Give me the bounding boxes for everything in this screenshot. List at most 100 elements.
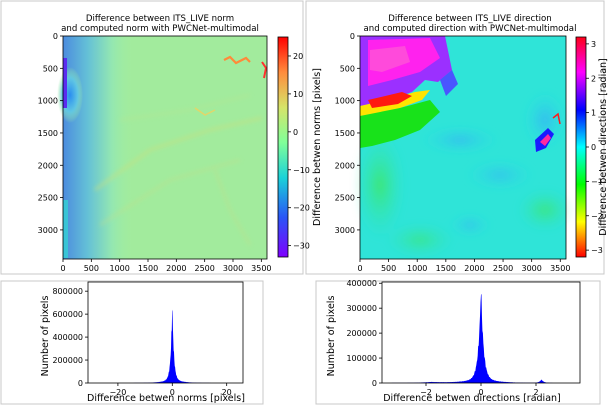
norm-map-yellow-streak	[194, 107, 216, 116]
direction-map-image	[355, 36, 573, 259]
norm-colorbar-ticks: 20 10 0 −10 −20 −30	[288, 52, 310, 251]
y-tick-label: 400000	[346, 279, 377, 288]
y-tick-label: 1000	[38, 97, 58, 106]
y-tick-label: 2500	[335, 194, 355, 203]
direction-map-regions	[355, 90, 573, 258]
colorbar-tick-label: −1	[591, 177, 603, 186]
y-tick-label: 3000	[335, 226, 355, 235]
x-tick-label: 2500	[194, 264, 214, 273]
colorbar-tick-label: −2	[591, 212, 603, 221]
norm-map-image	[57, 36, 268, 259]
direction-map-blue-patch	[440, 70, 458, 96]
norm-colorbar-label: Difference betwen norms [pixels]	[312, 68, 323, 226]
direction-map-frame	[305, 0, 605, 275]
norm-map-title-line1: Difference between ITS_LIVE norm	[86, 14, 234, 24]
norm-histogram-axes	[87, 281, 244, 384]
direction-map-x-ticks: 0 500 1000 1500 2000 2500 3000 3500	[357, 259, 570, 273]
norm-histogram-x-ticks: −20 0 20	[109, 383, 232, 397]
y-tick-label: 200000	[346, 329, 377, 338]
direction-histogram-x-ticks: −2 0 2	[420, 383, 539, 397]
y-tick-label: 0	[350, 32, 355, 41]
norm-map-purple-edge	[63, 58, 67, 108]
direction-histogram: 0 100000 200000 300000 400000 −2 0 2 Differenc…	[326, 279, 581, 404]
direction-map-axes-box	[359, 35, 567, 260]
direction-map-red-band	[368, 92, 412, 108]
y-tick-label: 800000	[52, 287, 83, 296]
norm-map-red-streak	[261, 61, 268, 79]
norm-map-orange-streak	[223, 55, 251, 65]
colorbar-tick-label: −30	[293, 242, 310, 251]
x-tick-label: 20	[222, 388, 232, 397]
y-tick-label: 0	[78, 379, 83, 388]
colorbar-tick-label: −3	[591, 246, 603, 255]
y-tick-label: 600000	[52, 310, 83, 319]
direction-colorbar	[576, 37, 586, 257]
colorbar-tick-label: −20	[293, 204, 310, 213]
colorbar-tick-label: −10	[293, 166, 310, 175]
direction-difference-heatmap: Difference between ITS_LIVE direction an…	[335, 14, 609, 273]
x-tick-label: 0	[478, 388, 483, 397]
x-tick-label: 0	[170, 388, 175, 397]
norm-histogram-ylabel: Number of pixels	[40, 296, 51, 377]
direction-map-y-ticks: 0 500 1000 1500 2000 2500 3000	[335, 32, 360, 235]
direction-map-pink-spot	[540, 134, 551, 146]
colorbar-tick-label: 2	[591, 74, 596, 83]
norm-map-texture	[94, 94, 263, 246]
y-tick-label: 2500	[38, 194, 58, 203]
norm-map-y-ticks: 0 500 1000 1500 2000 2500 3000	[38, 32, 63, 235]
norm-colorbar-outline	[277, 36, 289, 258]
direction-histogram-bars	[382, 294, 580, 383]
direction-histogram-xlabel: Difference betwen directions [radian]	[383, 393, 561, 404]
x-tick-label: 2000	[464, 264, 484, 273]
direction-map-pink-core	[370, 46, 410, 72]
x-tick-label: 1500	[436, 264, 456, 273]
x-tick-label: 2500	[493, 264, 513, 273]
x-tick-label: 1500	[138, 264, 158, 273]
y-tick-label: 500	[340, 64, 355, 73]
direction-hist-frame	[315, 280, 601, 405]
y-tick-label: 400000	[52, 333, 83, 342]
x-tick-label: 1000	[407, 264, 427, 273]
x-tick-label: −2	[420, 388, 432, 397]
x-tick-label: −20	[109, 388, 126, 397]
direction-map-green-region	[360, 100, 440, 148]
norm-map-cyan-edge	[63, 200, 68, 258]
x-tick-label: 1000	[109, 264, 129, 273]
y-tick-label: 1500	[335, 129, 355, 138]
norm-colorbar	[278, 37, 288, 257]
direction-colorbar-ticks: 3 2 1 0 −1 −2 −3	[586, 40, 603, 255]
y-tick-label: 100000	[346, 354, 377, 363]
direction-map-title-line1: Difference between ITS_LIVE direction	[388, 14, 552, 24]
norm-histogram-bars	[88, 309, 243, 383]
colorbar-tick-label: 1	[591, 109, 596, 118]
x-tick-label: 0	[357, 264, 362, 273]
norm-map-x-ticks: 0 500 1000 1500 2000 2500 3000 3500	[60, 259, 272, 273]
colorbar-tick-label: 3	[591, 40, 596, 49]
y-tick-label: 2000	[335, 161, 355, 170]
colorbar-tick-label: 0	[293, 128, 298, 137]
colorbar-tick-label: 20	[293, 52, 303, 61]
y-tick-label: 0	[53, 32, 58, 41]
direction-map-red-spot	[552, 112, 561, 125]
norm-histogram-y-ticks: 0 200000 400000 600000 800000	[52, 287, 88, 388]
y-tick-label: 1000	[335, 97, 355, 106]
norm-histogram-xlabel: Difference betwen norms [pixels]	[87, 393, 245, 404]
x-tick-label: 500	[84, 264, 99, 273]
x-tick-label: 2000	[166, 264, 186, 273]
direction-colorbar-label: Difference betwen directions [radian]	[598, 58, 609, 236]
x-tick-label: 3500	[251, 264, 271, 273]
colorbar-tick-label: 10	[293, 90, 303, 99]
x-tick-label: 0	[60, 264, 65, 273]
norm-map-blue-blob	[57, 67, 83, 123]
direction-histogram-y-ticks: 0 100000 200000 300000 400000	[346, 279, 382, 388]
y-tick-label: 3000	[38, 226, 58, 235]
y-tick-label: 2000	[38, 161, 58, 170]
x-tick-label: 3500	[550, 264, 570, 273]
y-tick-label: 200000	[52, 356, 83, 365]
direction-map-title-line2: and computed direction with PWCNet-multi…	[364, 24, 577, 34]
norm-hist-frame	[0, 280, 264, 405]
x-tick-label: 500	[381, 264, 396, 273]
x-tick-label: 2	[533, 388, 538, 397]
